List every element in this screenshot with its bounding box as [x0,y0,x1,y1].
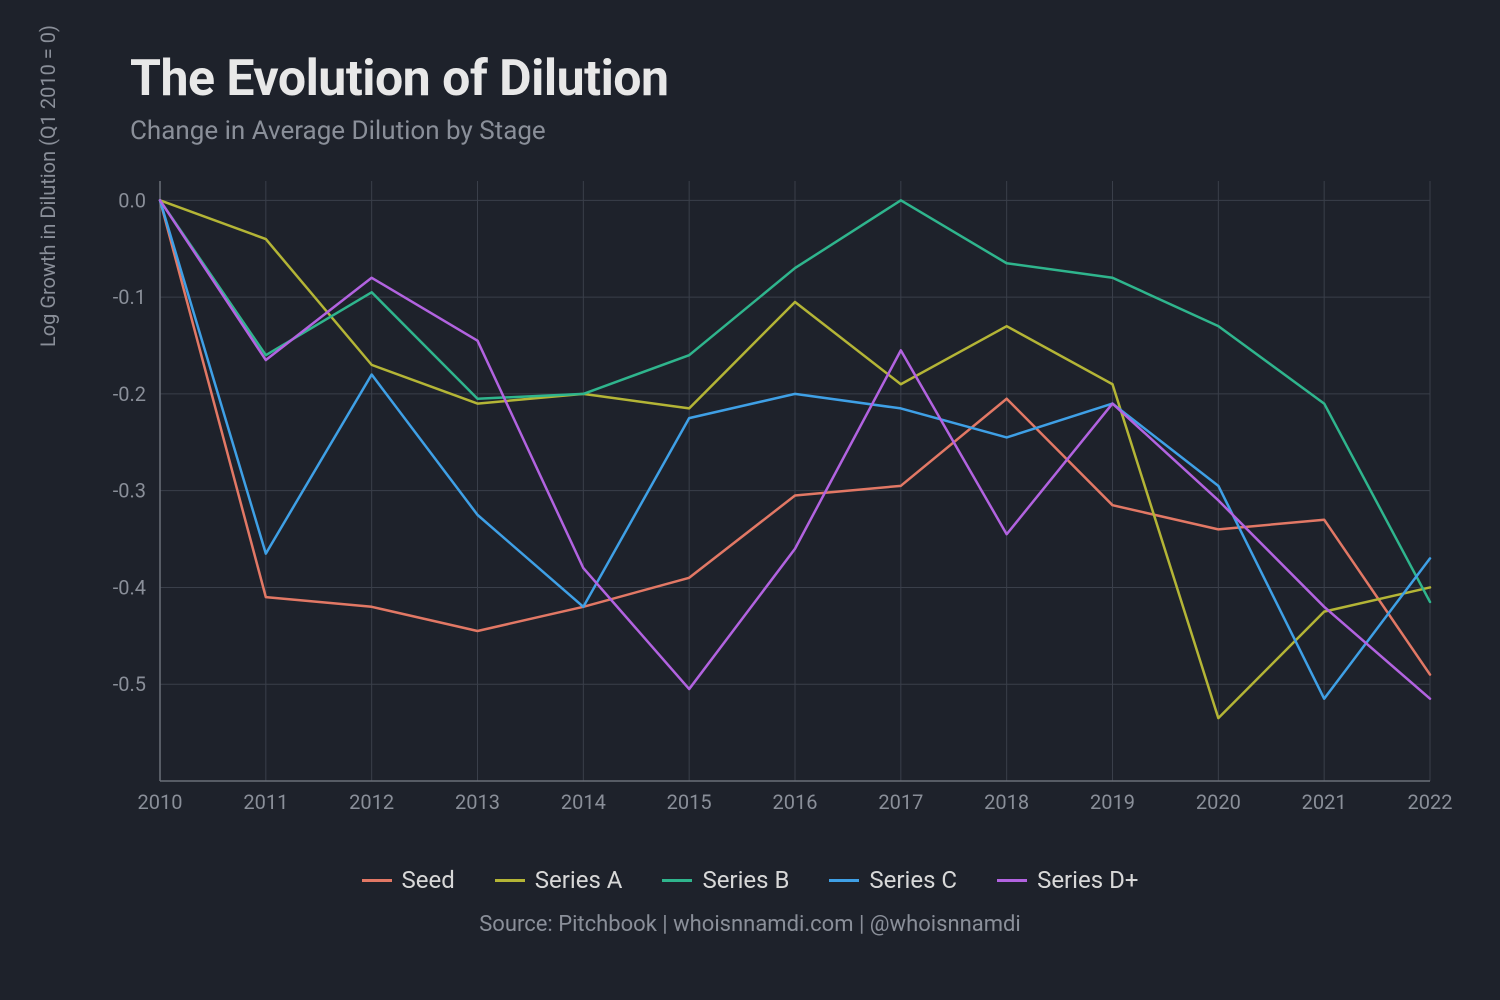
line-chart-svg: 0.0-0.1-0.2-0.3-0.4-0.520102011201220132… [150,176,1440,816]
legend-label: Series D+ [1037,866,1138,894]
legend-label: Series C [869,866,957,894]
legend-swatch [495,879,525,882]
legend: Seed Series A Series B Series C Series D+ [60,866,1440,894]
source-note: Source: Pitchbook | whoisnnamdi.com | @w… [60,912,1440,937]
svg-text:-0.3: -0.3 [113,479,146,503]
svg-text:-0.2: -0.2 [113,382,146,406]
svg-text:2018: 2018 [984,790,1029,814]
svg-text:2016: 2016 [773,790,818,814]
legend-swatch [662,879,692,882]
svg-text:-0.4: -0.4 [113,575,146,599]
chart-subtitle: Change in Average Dilution by Stage [130,116,1440,146]
svg-text:2010: 2010 [138,790,183,814]
chart-title: The Evolution of Dilution [130,50,1440,108]
svg-text:2021: 2021 [1302,790,1347,814]
chart-container: Log Growth in Dilution (Q1 2010 = 0) 0.0… [60,176,1440,816]
svg-text:2017: 2017 [878,790,923,814]
legend-label: Seed [402,866,455,894]
legend-item-series-a: Series A [495,866,623,894]
svg-text:2015: 2015 [667,790,712,814]
legend-item-seed: Seed [362,866,455,894]
legend-swatch [829,879,859,882]
legend-item-series-d-: Series D+ [997,866,1138,894]
legend-swatch [997,879,1027,882]
legend-label: Series A [535,866,623,894]
svg-text:0.0: 0.0 [118,188,146,212]
svg-text:2011: 2011 [243,790,288,814]
y-axis-label: Log Growth in Dilution (Q1 2010 = 0) [36,25,60,347]
svg-text:2019: 2019 [1090,790,1135,814]
svg-text:2012: 2012 [349,790,394,814]
legend-label: Series B [702,866,789,894]
svg-text:2013: 2013 [455,790,500,814]
svg-text:2014: 2014 [561,790,606,814]
svg-text:-0.5: -0.5 [113,672,146,696]
svg-text:2022: 2022 [1408,790,1453,814]
legend-item-series-c: Series C [829,866,957,894]
legend-item-series-b: Series B [662,866,789,894]
svg-text:2020: 2020 [1196,790,1241,814]
svg-text:-0.1: -0.1 [113,285,146,309]
legend-swatch [362,879,392,882]
plot-area: 0.0-0.1-0.2-0.3-0.4-0.520102011201220132… [150,176,1440,816]
